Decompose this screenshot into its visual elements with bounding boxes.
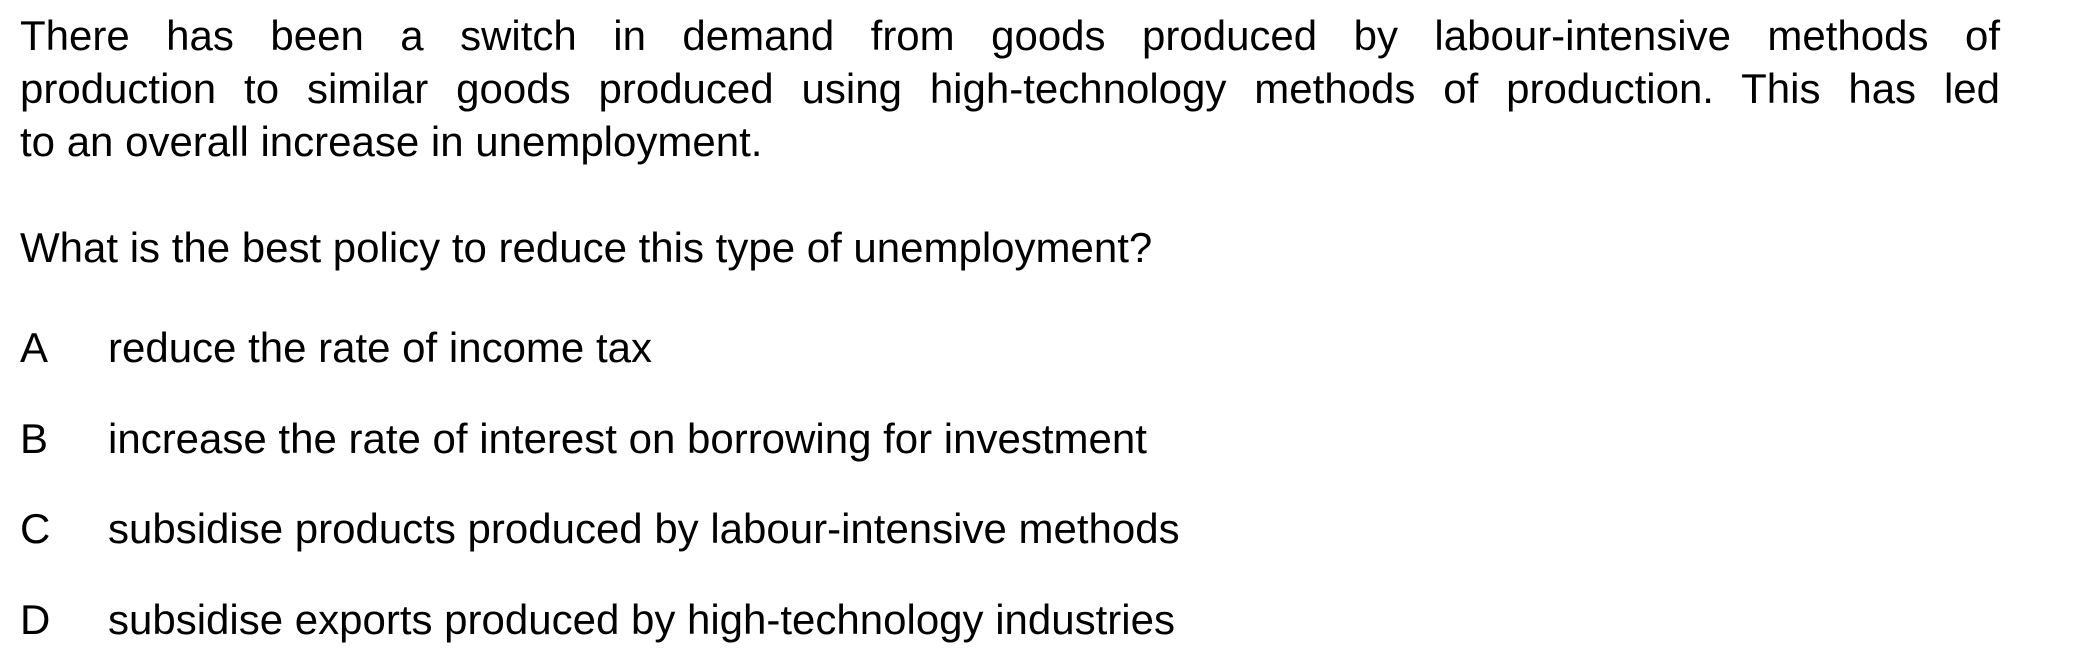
option-c-letter: C (20, 505, 51, 552)
stem-line-3: to an overall increase in unemployment. (20, 118, 763, 165)
stem-line-1: There has been a switch in demand from g… (20, 12, 2000, 59)
option-a-text: reduce the rate of income tax (108, 324, 652, 371)
option-a-letter: A (20, 324, 49, 371)
option-b-letter: B (20, 415, 49, 462)
option-d-letter: D (20, 596, 51, 643)
option-b-text: increase the rate of interest on borrowi… (108, 415, 1147, 462)
question-prompt: What is the best policy to reduce this t… (20, 224, 1153, 271)
stem-line-2: production to similar goods produced usi… (20, 65, 2000, 112)
option-c-text: subsidise products produced by labour-in… (108, 505, 1180, 552)
option-d-text: subsidise exports produced by high-techn… (108, 596, 1175, 643)
